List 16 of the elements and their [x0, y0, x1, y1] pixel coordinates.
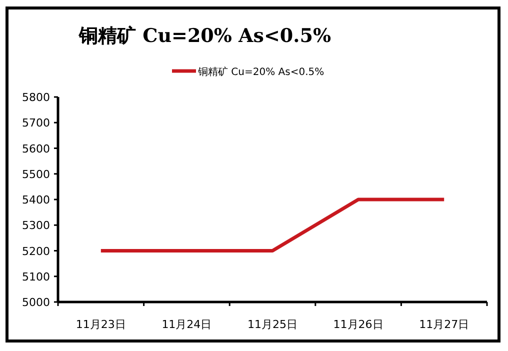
x-tick-label: 11月25日: [248, 318, 298, 331]
x-tick-label: 11月26日: [333, 318, 384, 331]
y-tick-label: 5500: [22, 168, 50, 181]
y-tick-label: 5200: [22, 244, 50, 258]
x-tick-label: 11月27日: [419, 318, 470, 331]
y-tick-label: 5000: [22, 296, 50, 309]
chart-title: 铜精矿 Cu=20% As<0.5%: [78, 25, 332, 47]
y-tick-label: 5100: [22, 270, 50, 284]
y-tick-label: 5700: [22, 116, 50, 130]
y-tick-label: 5400: [22, 194, 50, 206]
x-tick-label: 11月24日: [162, 318, 212, 331]
y-tick-label: 5800: [22, 91, 50, 104]
legend-label: 铜精矿 Cu=20% As<0.5%: [197, 66, 324, 78]
x-tick-label: 11月23日: [76, 318, 126, 331]
y-tick-label: 5300: [22, 219, 50, 232]
y-tick-label: 5600: [22, 142, 50, 156]
